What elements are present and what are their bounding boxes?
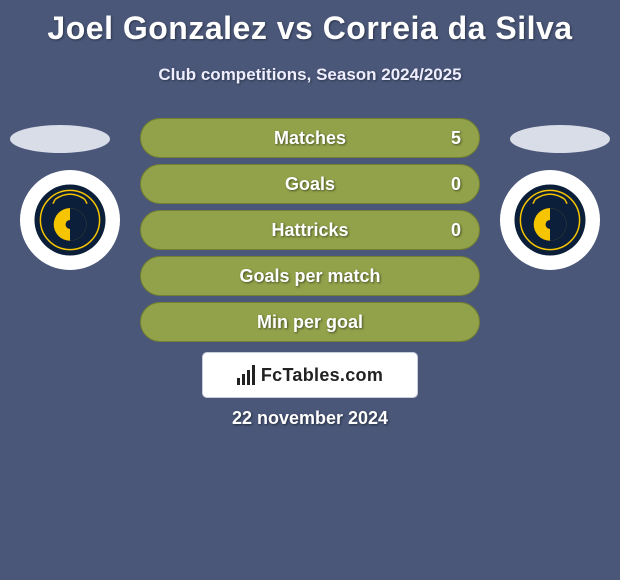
mariners-crest-icon — [513, 183, 587, 257]
page-subtitle: Club competitions, Season 2024/2025 — [0, 65, 620, 85]
mariners-crest-icon — [33, 183, 107, 257]
stat-row-hattricks: Hattricks 0 — [140, 210, 480, 250]
stat-row-goals-per-match: Goals per match — [140, 256, 480, 296]
stat-row-min-per-goal: Min per goal — [140, 302, 480, 342]
stat-right: 0 — [451, 220, 461, 241]
stat-right: 5 — [451, 128, 461, 149]
stat-label: Matches — [274, 128, 346, 149]
player-photo-right — [510, 125, 610, 153]
brand-badge: FcTables.com — [202, 352, 418, 398]
bar-chart-icon — [237, 365, 255, 385]
club-badge-left — [20, 170, 120, 270]
stats-table: Matches 5 Goals 0 Hattricks 0 Goals per … — [140, 118, 480, 342]
stat-label: Min per goal — [257, 312, 363, 333]
stat-right: 0 — [451, 174, 461, 195]
stat-label: Goals per match — [239, 266, 380, 287]
stat-row-goals: Goals 0 — [140, 164, 480, 204]
stat-label: Goals — [285, 174, 335, 195]
page-title: Joel Gonzalez vs Correia da Silva — [0, 0, 620, 47]
brand-text: FcTables.com — [261, 365, 383, 386]
player-photo-left — [10, 125, 110, 153]
stat-label: Hattricks — [271, 220, 348, 241]
generated-date: 22 november 2024 — [0, 408, 620, 429]
stat-row-matches: Matches 5 — [140, 118, 480, 158]
club-badge-right — [500, 170, 600, 270]
